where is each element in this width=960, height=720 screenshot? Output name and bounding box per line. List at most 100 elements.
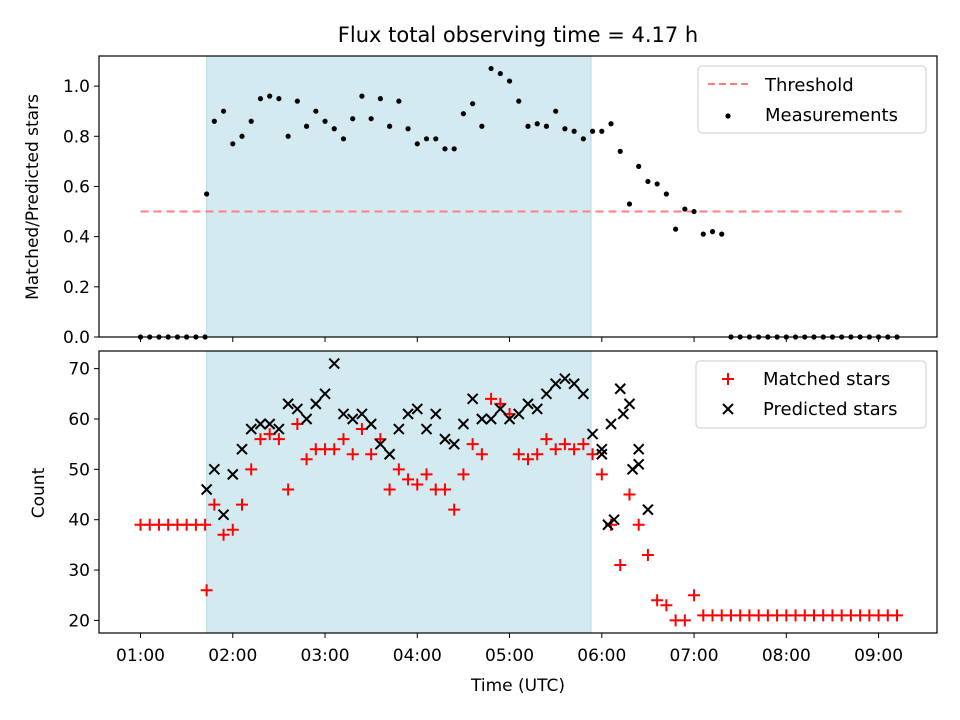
chart-title: Flux total observing time = 4.17 h: [338, 23, 698, 47]
measurement-point: [276, 96, 282, 102]
predicted-star-marker: [282, 398, 294, 410]
y-tick-label: 50: [68, 460, 90, 480]
predicted-star-marker: [605, 418, 617, 430]
predicted-star-marker: [217, 508, 230, 521]
measurement-point: [663, 191, 669, 197]
y-tick-label: 40: [68, 511, 90, 531]
legend-predicted-label: Predicted stars: [763, 399, 897, 420]
matched-star-marker: [328, 443, 341, 456]
predicted-star-marker: [420, 423, 433, 435]
measurement-point: [580, 136, 586, 142]
x-tick-label: 01:00: [116, 646, 165, 666]
predicted-star-marker: [430, 408, 442, 420]
bottom-legend: Matched stars Predicted stars: [695, 360, 927, 429]
measurement-point: [682, 206, 688, 212]
measurement-point: [442, 146, 448, 152]
matched-star-marker: [282, 483, 295, 496]
predicted-star-marker: [374, 438, 387, 450]
measurement-point: [387, 123, 393, 129]
bottom-x-ticks: 01:00 02:00 03:00 04:00 05:00 06:00 07:00 08:00…: [116, 633, 903, 666]
legend-threshold-label: Threshold: [764, 75, 854, 96]
matched-star-marker: [346, 448, 359, 461]
matched-star-marker: [549, 443, 562, 456]
measurement-point: [553, 108, 559, 114]
x-tick-label: 09:00: [854, 646, 903, 666]
predicted-star-marker: [365, 418, 377, 430]
predicted-star-marker: [608, 513, 620, 526]
x-tick-label: 02:00: [208, 646, 257, 666]
matched-star-marker: [466, 438, 479, 451]
predicted-star-marker: [263, 418, 276, 430]
measurement-point: [479, 123, 485, 129]
matched-star-marker: [558, 438, 571, 451]
measurement-point: [340, 136, 347, 142]
measurement-point: [368, 116, 374, 122]
matched-star-marker: [586, 448, 599, 461]
matched-star-marker: [300, 453, 313, 466]
matched-star-marker: [420, 468, 433, 481]
matched-star-marker: [660, 599, 673, 612]
measurement-point: [543, 123, 550, 129]
predicted-star-marker: [393, 423, 405, 435]
measurement-point: [414, 141, 420, 147]
top-shaded-span: [206, 55, 592, 338]
y-tick-label: 70: [68, 360, 90, 380]
measurement-point: [470, 101, 476, 107]
predicted-star-marker: [531, 403, 543, 415]
bottom-plot-frame: [98, 350, 938, 634]
matched-star-marker: [254, 433, 267, 446]
measurement-point: [220, 108, 227, 114]
predicted-star-marker: [346, 413, 359, 425]
matched-star-marker: [217, 528, 230, 541]
matched-star-marker: [577, 438, 590, 451]
measurement-point: [257, 96, 264, 102]
matched-star-marker: [355, 423, 368, 436]
predicted-stars-points: [200, 357, 654, 531]
matched-star-marker: [337, 433, 350, 446]
y-tick-label: 0.0: [63, 328, 90, 348]
matched-star-marker: [200, 584, 213, 597]
measurement-point: [654, 181, 660, 187]
x-tick-label: 07:00: [670, 646, 719, 666]
predicted-star-marker: [310, 398, 322, 410]
predicted-star-marker: [632, 443, 645, 455]
predicted-star-marker: [356, 408, 368, 420]
matched-star-marker: [531, 448, 544, 461]
measurement-point: [599, 128, 605, 134]
matched-star-marker: [392, 463, 405, 476]
matched-star-marker: [688, 589, 701, 602]
measurement-point: [423, 136, 430, 142]
measurement-point: [405, 126, 411, 132]
x-tick-label: 06:00: [577, 646, 626, 666]
measurement-point: [285, 133, 291, 139]
x-tick-label: 04:00: [393, 646, 442, 666]
y-tick-label: 0.6: [63, 177, 90, 197]
measurement-point: [322, 118, 328, 124]
matched-star-marker: [365, 448, 378, 461]
y-tick-label: 0.8: [63, 127, 90, 147]
matched-star-marker: [411, 478, 424, 491]
y-tick-label: 0.4: [63, 228, 90, 248]
predicted-star-marker: [328, 357, 340, 370]
measurement-point: [396, 98, 402, 104]
top-legend-box: [697, 65, 927, 134]
x-tick-label: 08:00: [762, 646, 811, 666]
matched-star-marker: [521, 453, 534, 466]
legend-matched-label: Matched stars: [763, 369, 890, 390]
predicted-star-marker: [476, 413, 488, 425]
matched-star-marker: [199, 518, 212, 531]
bottom-legend-box: [695, 360, 927, 429]
measurement-point: [460, 111, 467, 117]
measurement-point: [433, 136, 439, 142]
predicted-star-marker: [642, 503, 654, 516]
measurement-point: [350, 116, 356, 122]
predicted-star-marker: [614, 383, 626, 395]
top-legend: Threshold Measurements: [697, 65, 927, 134]
x-tick-label: 05:00: [485, 646, 534, 666]
measurement-point: [516, 98, 522, 104]
predicted-star-marker: [208, 463, 221, 476]
predicted-star-marker: [632, 458, 645, 471]
predicted-star-marker: [596, 448, 608, 460]
matched-star-marker: [291, 418, 304, 431]
matched-star-marker: [641, 548, 654, 561]
